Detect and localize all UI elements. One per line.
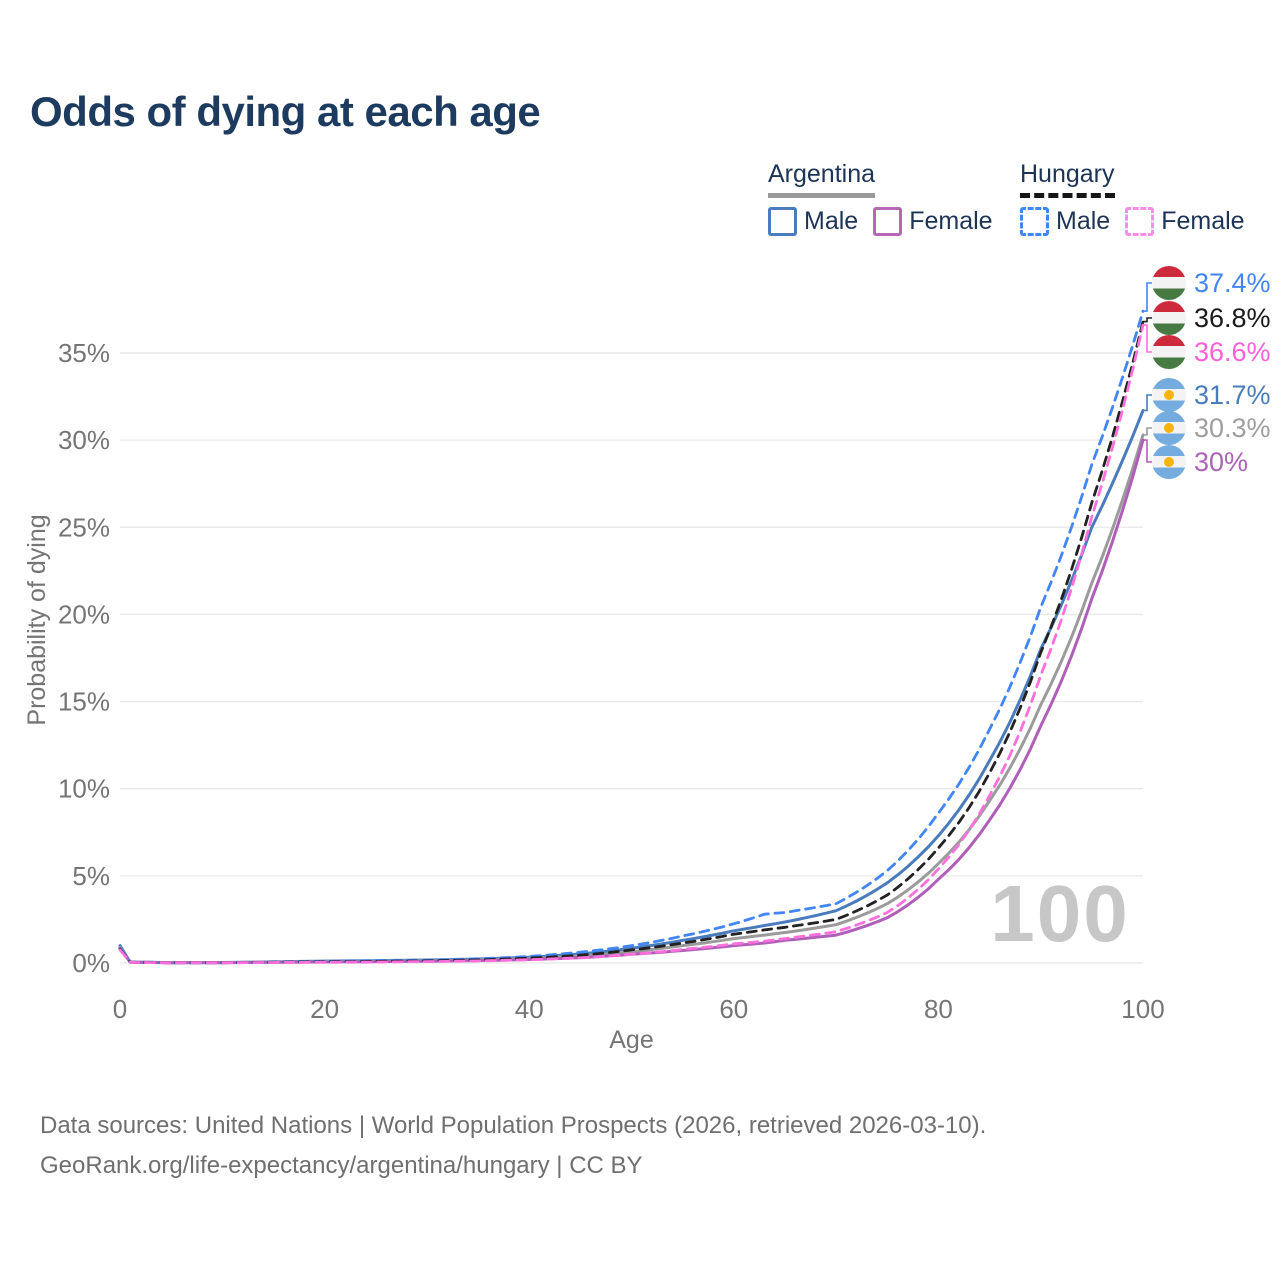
end-label-argentina: 30.3% <box>1152 411 1271 445</box>
end-label-argentina-male: 31.7% <box>1152 378 1271 412</box>
flag-hungary-icon <box>1152 335 1186 369</box>
flag-argentina-icon <box>1152 411 1186 445</box>
series-line-hungary[interactable] <box>118 320 1145 965</box>
y-tick-label: 0% <box>72 948 110 978</box>
end-label-value: 31.7% <box>1194 379 1271 410</box>
legend-country-argentina[interactable]: Argentina <box>768 160 876 198</box>
end-label-value: 30% <box>1194 446 1249 477</box>
checkbox-hungary-male-icon <box>1020 207 1049 236</box>
end-label-hungary-male: 37.4% <box>1152 266 1271 300</box>
flag-argentina-icon <box>1152 445 1186 479</box>
series-line-argentina-male[interactable] <box>118 409 1145 965</box>
flag-argentina-icon <box>1152 378 1186 412</box>
end-label-hungary: 36.8% <box>1152 301 1271 335</box>
legend-label-hungary-female: Female <box>1161 207 1245 235</box>
end-label-hungary-female: 36.6% <box>1152 335 1271 369</box>
end-label-value: 37.4% <box>1194 267 1271 298</box>
series-line-hungary-male[interactable] <box>118 309 1145 965</box>
legend-group-hungary: Hungary Male Female <box>1020 160 1245 236</box>
data-sources-text: Data sources: United Nations | World Pop… <box>40 1112 987 1139</box>
y-tick-label: 35% <box>58 338 110 368</box>
end-label-value: 36.6% <box>1194 336 1271 367</box>
flag-hungary-icon <box>1152 301 1186 335</box>
end-label-value: 30.3% <box>1194 412 1271 443</box>
x-tick-label: 20 <box>310 994 339 1024</box>
y-tick-label: 10% <box>58 774 110 804</box>
flag-hungary-icon <box>1152 266 1186 300</box>
legend-item-argentina-female[interactable]: Female <box>873 207 993 236</box>
end-label-connector <box>1142 324 1152 353</box>
series-line-argentina[interactable] <box>118 433 1145 965</box>
x-tick-label: 100 <box>1121 994 1164 1024</box>
end-label-connector <box>1142 317 1152 323</box>
y-axis-title: Probability of dying <box>23 514 51 725</box>
chart-title: Odds of dying at each age <box>30 88 541 135</box>
y-tick-label: 20% <box>58 599 110 629</box>
x-tick-label: 40 <box>515 994 544 1024</box>
end-label-connector <box>1142 394 1152 412</box>
end-label-connector <box>1142 439 1152 463</box>
chart-footer: Data sources: United Nations | World Pop… <box>40 1106 986 1186</box>
y-tick-label: 5% <box>72 861 110 891</box>
legend-item-hungary-male[interactable]: Male <box>1020 207 1110 236</box>
legend-item-argentina-male[interactable]: Male <box>768 207 858 236</box>
series-line-hungary-female[interactable] <box>118 323 1145 965</box>
legend-country-hungary[interactable]: Hungary <box>1020 160 1115 198</box>
x-axis-title: Age <box>609 1026 653 1054</box>
legend-item-hungary-female[interactable]: Female <box>1125 207 1245 236</box>
x-tick-label: 60 <box>719 994 748 1024</box>
checkbox-argentina-male-icon <box>768 207 797 236</box>
y-tick-label: 25% <box>58 512 110 542</box>
checkbox-hungary-female-icon <box>1125 207 1155 236</box>
x-tick-label: 0 <box>113 994 127 1024</box>
checkbox-argentina-female-icon <box>873 207 903 236</box>
end-label-connector <box>1142 427 1152 436</box>
legend-label-argentina-male: Male <box>804 207 859 235</box>
age-watermark: 100 <box>990 869 1130 958</box>
legend-label-argentina-female: Female <box>909 207 993 235</box>
legend-group-argentina: Argentina Male Female <box>768 160 993 236</box>
x-tick-label: 80 <box>924 994 953 1024</box>
legend-country-argentina-label: Argentina <box>768 160 876 188</box>
legend-country-hungary-label: Hungary <box>1020 160 1115 188</box>
legend-label-hungary-male: Male <box>1056 207 1111 235</box>
y-tick-label: 15% <box>58 687 110 717</box>
end-label-argentina-female: 30% <box>1152 445 1248 479</box>
y-tick-label: 30% <box>58 425 110 455</box>
end-label-connector <box>1142 282 1152 312</box>
end-label-value: 36.8% <box>1194 302 1271 333</box>
attribution-text: GeoRank.org/life-expectancy/argentina/hu… <box>40 1152 643 1180</box>
